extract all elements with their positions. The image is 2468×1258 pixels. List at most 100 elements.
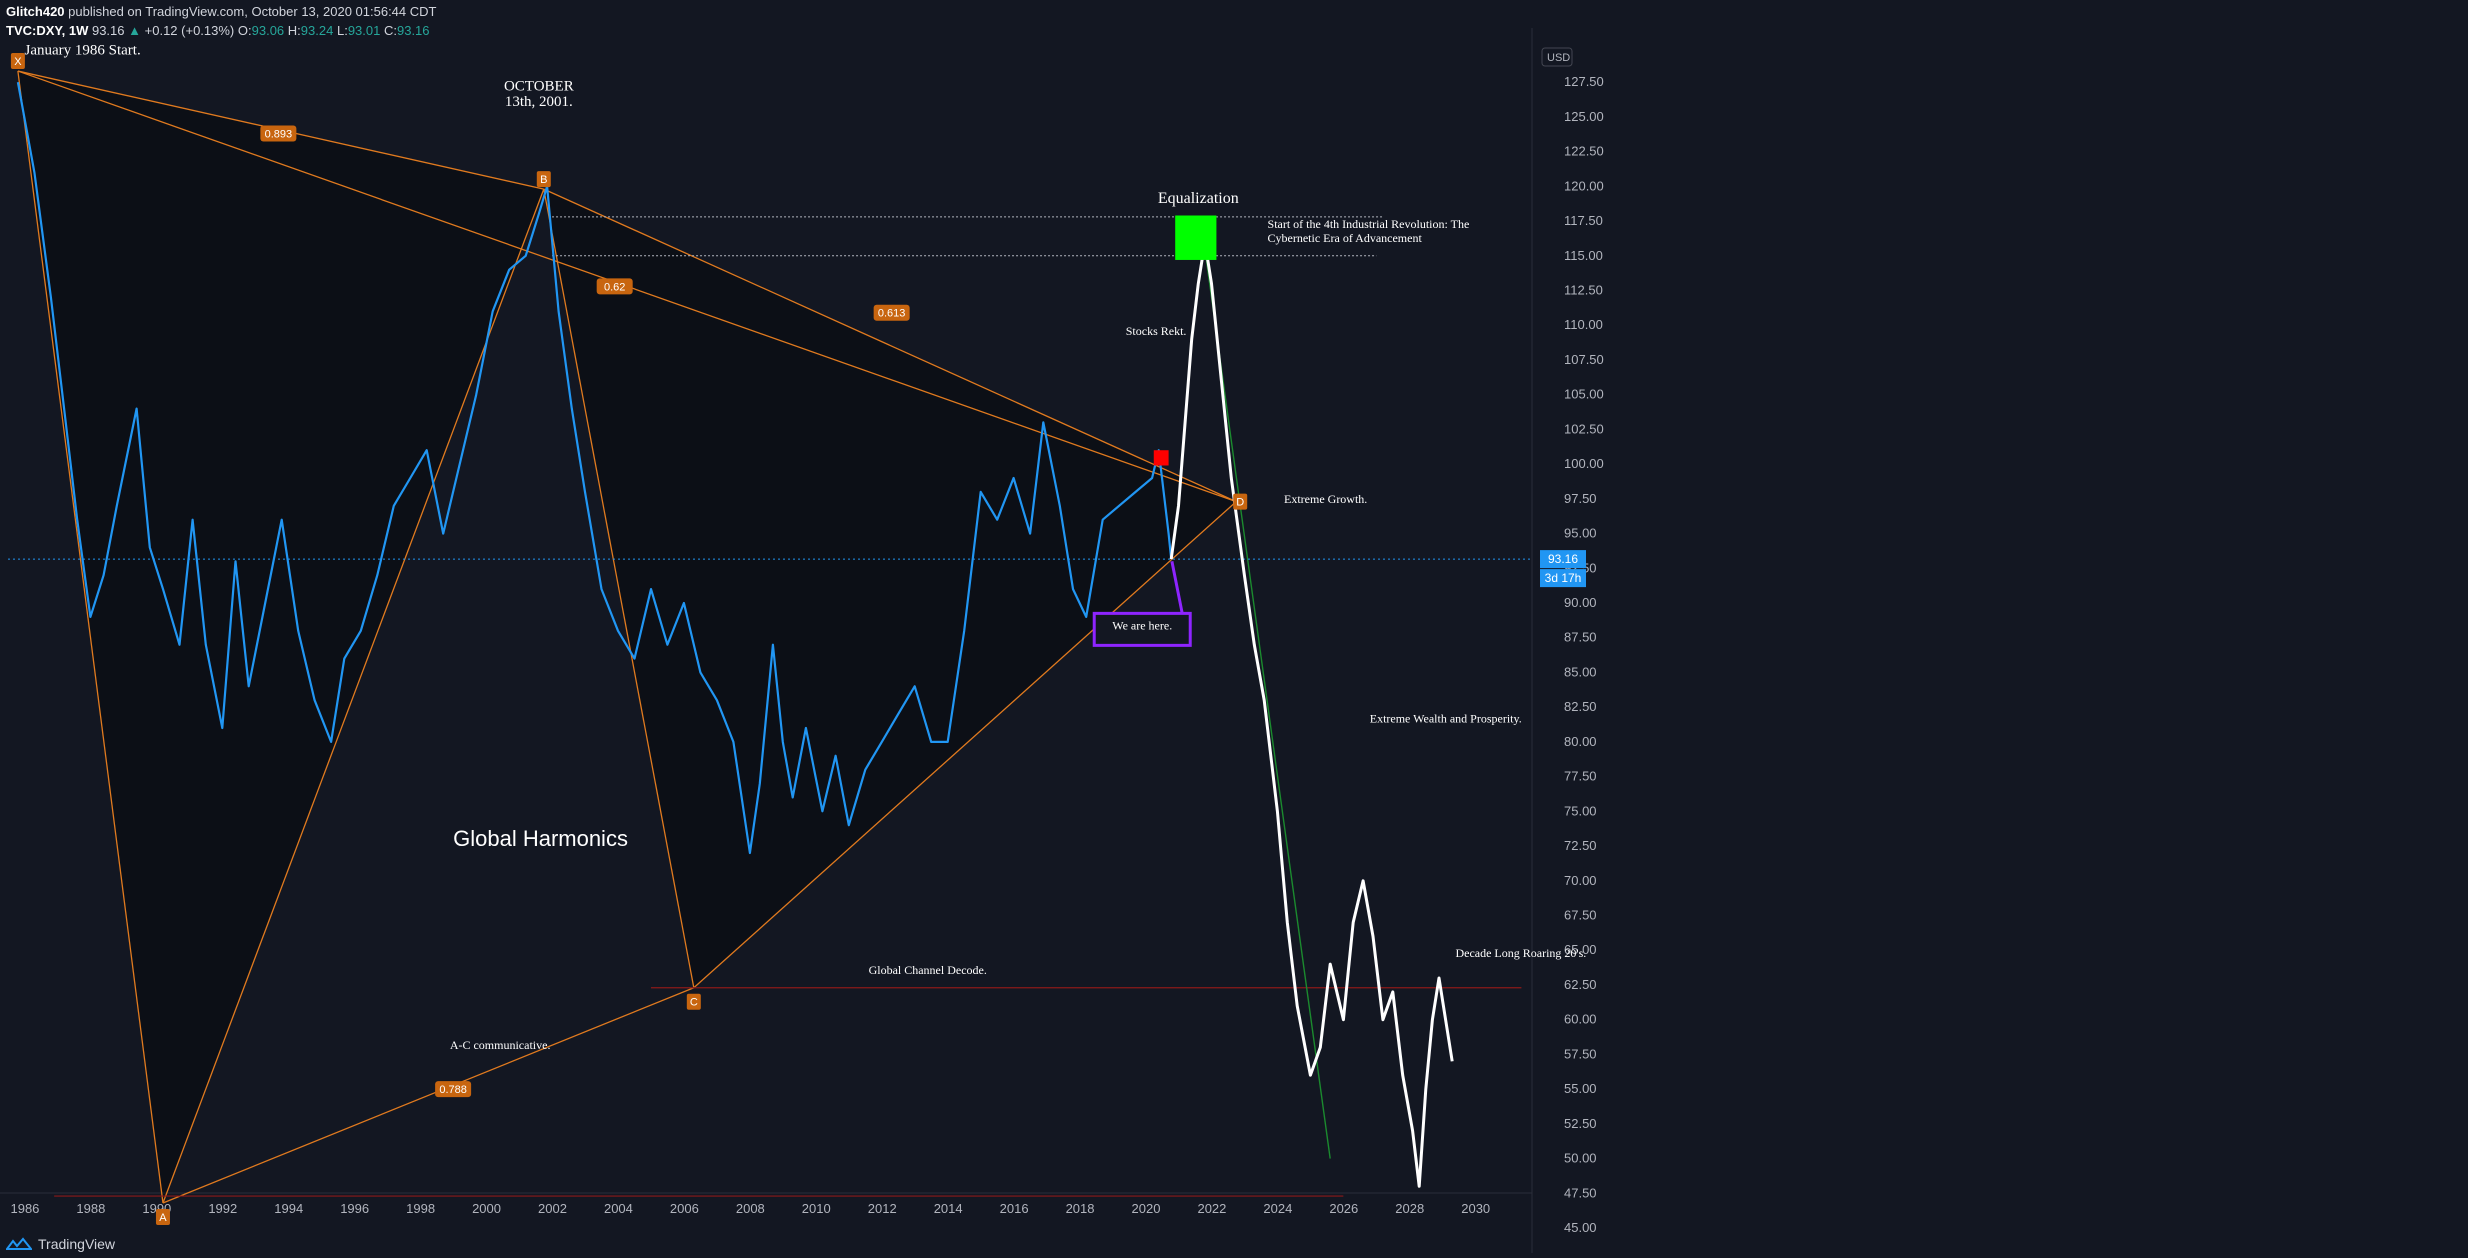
y-tick-label: 97.50 — [1564, 491, 1597, 506]
bcd-triangle — [543, 189, 1237, 988]
x-tick-label: 2022 — [1197, 1201, 1226, 1216]
annotation-text: We are here. — [1112, 618, 1172, 632]
y-tick-label: 65.00 — [1564, 942, 1597, 957]
y-tick-label: 117.50 — [1564, 213, 1603, 228]
publish-info: published on TradingView.com, October 13… — [64, 4, 437, 19]
y-tick-label: 72.50 — [1564, 838, 1597, 853]
high-label: H: — [287, 23, 301, 38]
y-tick-label: 127.50 — [1564, 74, 1604, 89]
close-label: C: — [383, 23, 397, 38]
x-tick-label: 2006 — [670, 1201, 699, 1216]
price-change: +0.12 (+0.13%) — [144, 23, 235, 38]
annotation-text: Global Harmonics — [453, 826, 628, 851]
x-tick-label: 1992 — [208, 1201, 237, 1216]
tradingview-footer[interactable]: TradingView — [6, 1236, 115, 1252]
annotation-text: Extreme Wealth and Prosperity. — [1370, 711, 1522, 725]
currency-label: USD — [1547, 52, 1570, 64]
pattern-point-label: A — [159, 1212, 167, 1224]
y-tick-label: 87.50 — [1564, 630, 1597, 645]
y-tick-label: 105.00 — [1564, 387, 1604, 402]
y-tick-label: 55.00 — [1564, 1081, 1597, 1096]
pattern-point-label: D — [1236, 497, 1244, 509]
ac-leg — [162, 987, 695, 1204]
annotation-text: Start of the 4th Industrial Revolution: … — [1268, 217, 1470, 231]
low-value: 93.01 — [347, 23, 381, 38]
countdown-label: 3d 17h — [1545, 571, 1582, 585]
projection-trend-line — [1204, 248, 1331, 1159]
up-arrow-icon: ▲ — [128, 23, 142, 38]
y-tick-label: 100.00 — [1564, 456, 1604, 471]
tradingview-logo-icon — [6, 1237, 32, 1250]
annotation-text: January 1986 Start. — [24, 42, 140, 58]
symbol-name[interactable]: TVC:DXY, 1W — [6, 23, 89, 38]
y-tick-label: 102.50 — [1564, 421, 1604, 436]
y-tick-label: 67.50 — [1564, 908, 1597, 923]
open-value: 93.06 — [251, 23, 285, 38]
y-tick-label: 77.50 — [1564, 769, 1597, 784]
pattern-point-a — [155, 1209, 170, 1225]
x-tick-label: 1994 — [274, 1201, 303, 1216]
x-tick-label: 1988 — [76, 1201, 105, 1216]
annotation-text: Stocks Rekt. — [1126, 324, 1187, 338]
x-tick-label: 2010 — [802, 1201, 831, 1216]
y-tick-label: 85.00 — [1564, 664, 1597, 679]
x-tick-label: 2020 — [1132, 1201, 1161, 1216]
current-price-tag — [1540, 550, 1586, 569]
annotation-text: OCTOBER — [504, 79, 574, 95]
pattern-point-label: X — [14, 56, 22, 68]
x-tick-label: 2008 — [736, 1201, 765, 1216]
equalization-box — [1175, 215, 1217, 260]
x-tick-label: 2014 — [934, 1201, 963, 1216]
ohlc-line: TVC:DXY, 1W 93.16 ▲ +0.12 (+0.13%) O:93.… — [6, 21, 436, 40]
ratio-badge — [435, 1081, 472, 1098]
low-label: L: — [336, 23, 348, 38]
xab-triangle — [17, 71, 544, 1204]
ratio-badge — [260, 125, 297, 142]
x-tick-label: 1998 — [406, 1201, 435, 1216]
bc-leg — [543, 188, 695, 988]
ab-leg — [162, 188, 545, 1204]
x-tick-label: 2018 — [1066, 1201, 1095, 1216]
red-marker — [1153, 450, 1169, 466]
countdown-tag — [1540, 569, 1586, 588]
x-tick-label: 2004 — [604, 1201, 633, 1216]
x-tick-label: 2026 — [1329, 1201, 1358, 1216]
annotation-text: Global Channel Decode. — [869, 963, 987, 977]
y-tick-label: 45.00 — [1564, 1220, 1597, 1235]
y-tick-label: 60.00 — [1564, 1012, 1597, 1027]
ratio-label: 0.62 — [604, 281, 625, 293]
y-tick-label: 122.50 — [1564, 144, 1604, 159]
x-tick-label: 1986 — [10, 1201, 39, 1216]
pattern-point-label: B — [540, 174, 547, 186]
chart-header: Glitch420 published on TradingView.com, … — [6, 2, 436, 40]
y-tick-label: 125.00 — [1564, 109, 1604, 124]
ratio-label: 0.893 — [265, 129, 293, 141]
x-tick-label: 2012 — [868, 1201, 897, 1216]
publish-line: Glitch420 published on TradingView.com, … — [6, 2, 436, 21]
y-tick-label: 50.00 — [1564, 1151, 1597, 1166]
we-are-here-callout — [1092, 561, 1192, 647]
y-tick-label: 107.50 — [1564, 352, 1604, 367]
open-label: O: — [237, 23, 252, 38]
annotation-text: Extreme Growth. — [1284, 492, 1367, 506]
y-tick-label: 115.00 — [1564, 248, 1603, 263]
x-tick-label: 2030 — [1461, 1201, 1490, 1216]
ratio-label: 0.613 — [878, 308, 906, 320]
y-tick-label: 112.50 — [1564, 283, 1603, 298]
y-tick-label: 95.00 — [1564, 526, 1597, 541]
y-tick-label: 90.00 — [1564, 595, 1597, 610]
pattern-point-b — [536, 171, 551, 188]
y-tick-label: 52.50 — [1564, 1116, 1597, 1131]
annotation-text: Decade Long Roaring 20's. — [1455, 946, 1586, 960]
ratio-label: 0.788 — [439, 1084, 467, 1096]
pattern-point-x — [10, 53, 25, 70]
current-price-label: 93.16 — [1548, 552, 1578, 566]
pattern-point-d — [1233, 493, 1248, 510]
ratio-badge — [596, 278, 633, 295]
tradingview-brand: TradingView — [38, 1236, 116, 1252]
author-name[interactable]: Glitch420 — [6, 4, 65, 19]
dxy-price-line — [16, 82, 1173, 855]
x-tick-label: 1996 — [340, 1201, 369, 1216]
y-tick-label: 47.50 — [1564, 1185, 1597, 1200]
